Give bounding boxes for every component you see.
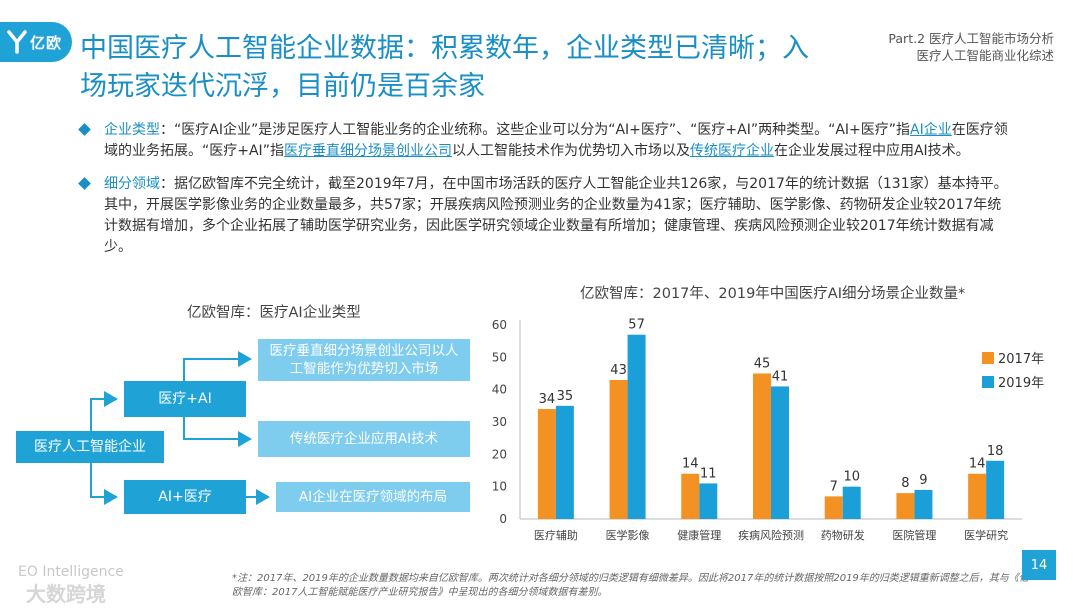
y-tick-label: 30 [492,415,507,429]
section-subtitle: 医疗人工智能商业化综述 [916,48,1054,63]
data-label: 8 [901,476,909,491]
chart-title: 亿欧智库：2017年、2019年中国医疗AI细分场景企业数量* [580,286,966,302]
data-label: 11 [700,466,717,481]
bullet-text-segment: ：据亿欧智库不完全统计，截至2019年7月，在中国市场活跃的医疗人工智能企业共1… [104,176,1008,255]
x-tick-label: 健康管理 [677,528,721,542]
logo-y-icon [7,30,27,54]
legend-swatch [982,352,994,364]
bar-2019年-医疗辅助 [555,405,574,519]
y-tick-label: 10 [492,480,507,494]
data-label: 35 [557,389,574,404]
diagram-leaf-ai-companies: AI企业在医疗领域的布局 [276,482,470,512]
data-label: 9 [919,473,927,488]
bullet-text-segment: 在企业发展过程中应用AI技术。 [773,143,970,159]
diagram-branch-ai-plus-healthcare: AI+医疗 [124,480,246,514]
legend-label: 2019年 [998,376,1044,391]
bar-2017年-健康管理 [681,473,700,519]
bar-2017年-医院管理 [896,493,915,519]
data-label: 10 [843,470,860,485]
data-label: 34 [539,392,556,407]
data-label: 7 [830,479,838,494]
diagram-branch-healthcare-plus-ai: 医疗+AI [124,381,246,417]
bar-2019年-疾病风险预测 [771,386,789,519]
diagram-title: 亿欧智库：医疗AI企业类型 [187,305,361,321]
legend-label: 2017年 [998,352,1044,367]
bar-2019年-医学影像 [627,334,646,519]
bar-2019年-健康管理 [699,483,718,519]
x-tick-label: 医学影像 [606,528,650,542]
bar-2019年-医院管理 [914,489,933,519]
bullet-text-segment: 医疗垂直细分场景创业公司 [283,143,452,159]
bullet-text-segment: 企业类型 [104,122,160,138]
page-number: 14 [1022,550,1056,580]
bar-2017年-疾病风险预测 [753,373,771,519]
bullet-list: 企业类型：“医疗AI企业”是涉足医疗人工智能业务的企业统称。这些企业可以分为“A… [78,120,1008,270]
diagram-leaf-startups: 医疗垂直细分场景创业公司以人工智能作为优势切入市场 [258,339,470,381]
x-tick-label: 医学研究 [964,528,1008,542]
data-label: 14 [969,457,986,472]
bar-2017年-药物研发 [824,496,843,519]
bullet-text-segment: AI企业 [910,122,952,138]
logo-text: 亿欧 [30,33,63,52]
x-tick-label: 药物研发 [821,528,865,542]
brand-text: EO Intelligence [18,564,124,580]
logo: 亿欧 [0,22,72,62]
bullet-text-segment: ：“医疗AI企业”是涉足医疗人工智能业务的企业统称。这些企业可以分为“AI+医疗… [160,122,911,138]
data-label: 14 [682,457,699,472]
data-label: 41 [772,369,789,384]
data-label: 43 [610,363,627,378]
bar-2019年-药物研发 [842,486,861,519]
diagram-root-box: 医疗人工智能企业 [16,431,164,463]
bar-2017年-医学研究 [968,473,987,519]
footnote: *注：2017年、2019年的企业数量数据均来自亿欧智库。两次统计对各细分领域的… [232,573,1029,598]
data-label: 57 [628,318,645,333]
y-tick-label: 60 [492,318,507,332]
y-tick-label: 40 [492,383,507,397]
diagram-leaf-traditional: 传统医疗企业应用AI技术 [258,421,470,457]
page-title: 中国医疗人工智能企业数据：积累数年，企业类型已清晰；入场玩家迭代沉浮，目前仍是百… [80,33,809,102]
x-tick-label: 医院管理 [892,528,936,542]
legend-swatch [982,376,994,388]
bullet-text-segment: 以人工智能技术作为优势切入市场以及 [451,143,690,159]
bar-2017年-医学影像 [609,379,628,519]
bullet-text-segment: 传统医疗企业 [689,143,774,159]
watermark: 大数跨境 [26,582,106,606]
x-tick-label: 疾病风险预测 [738,528,804,542]
x-tick-label: 医疗辅助 [534,528,578,542]
bar-2017年-医疗辅助 [537,409,556,519]
data-label: 45 [754,357,771,372]
section-label: Part.2 医疗人工智能市场分析 医疗人工智能商业化综述 [888,30,1054,64]
data-label: 18 [987,444,1004,459]
bullet-1: 企业类型：“医疗AI企业”是涉足医疗人工智能业务的企业统称。这些企业可以分为“A… [78,120,1008,162]
y-tick-label: 0 [499,512,507,526]
section-part: Part.2 医疗人工智能市场分析 [888,31,1054,46]
bullet-2: 细分领域：据亿欧智库不完全统计，截至2019年7月，在中国市场活跃的医疗人工智能… [78,174,1008,258]
bullet-text-segment: 细分领域 [104,176,160,192]
bar-2019年-医学研究 [986,460,1005,519]
y-tick-label: 50 [492,350,507,364]
y-tick-label: 20 [492,447,507,461]
bullet-text-segment: 在医疗领域的业务拓展。“医疗+AI”指 [104,122,1008,159]
